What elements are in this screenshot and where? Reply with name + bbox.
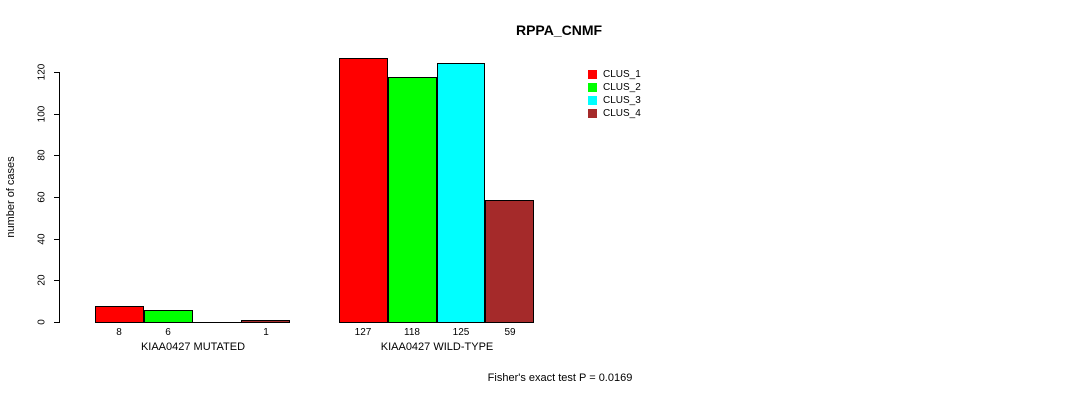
legend: CLUS_1 CLUS_2 CLUS_3 CLUS_4 xyxy=(588,66,641,119)
bar-CLUS_3-2 xyxy=(437,63,485,323)
chart-title: RPPA_CNMF xyxy=(515,22,603,38)
y-tick-label: 40 xyxy=(36,233,48,245)
bar-value-label: 118 xyxy=(404,327,420,338)
legend-label-CLUS_2: CLUS_2 xyxy=(603,81,641,93)
y-tick-mark xyxy=(54,197,59,198)
legend-item-CLUS_3: CLUS_3 xyxy=(588,92,641,106)
bar-CLUS_4-1 xyxy=(241,320,290,323)
y-tick-label: 0 xyxy=(36,319,48,325)
bar-CLUS_1-1 xyxy=(95,306,144,323)
bar-CLUS_4-2 xyxy=(485,200,534,323)
bar-value-label: 125 xyxy=(452,327,470,338)
group-label: KIAA0427 WILD-TYPE xyxy=(380,341,494,353)
annotation-text: Fisher's exact test P = 0.0169 xyxy=(487,372,633,384)
y-tick-mark xyxy=(54,72,59,73)
bar-CLUS_1-2 xyxy=(339,58,388,323)
bar-CLUS_3-1 xyxy=(193,322,241,323)
legend-label-CLUS_1: CLUS_1 xyxy=(603,68,641,80)
bar-value-label: 8 xyxy=(116,327,122,338)
y-tick-mark xyxy=(54,280,59,281)
bar-CLUS_2-2 xyxy=(388,77,437,323)
legend-label-CLUS_3: CLUS_3 xyxy=(603,94,641,106)
legend-swatch-CLUS_2 xyxy=(588,83,597,93)
y-tick-mark xyxy=(54,114,59,115)
bar-value-label: 1 xyxy=(263,327,269,338)
legend-swatch-CLUS_4 xyxy=(588,109,597,119)
y-tick-label: 60 xyxy=(36,191,48,203)
y-tick-label: 20 xyxy=(36,274,48,286)
legend-swatch-CLUS_1 xyxy=(588,70,597,80)
legend-label-CLUS_4: CLUS_4 xyxy=(603,107,641,119)
bar-value-label: 127 xyxy=(354,327,372,338)
y-axis-line xyxy=(59,72,60,323)
y-tick-label: 80 xyxy=(36,149,48,161)
y-tick-label: 120 xyxy=(36,63,48,81)
bar-CLUS_2-1 xyxy=(144,310,193,323)
group-label: KIAA0427 MUTATED xyxy=(140,341,246,353)
y-tick-mark xyxy=(54,239,59,240)
bar-value-label: 59 xyxy=(504,327,516,338)
y-tick-label: 100 xyxy=(36,105,48,123)
legend-item-CLUS_4: CLUS_4 xyxy=(588,105,641,119)
bar-value-label: 6 xyxy=(165,327,171,338)
legend-swatch-CLUS_3 xyxy=(588,96,597,106)
y-tick-mark xyxy=(54,322,59,323)
legend-item-CLUS_2: CLUS_2 xyxy=(588,79,641,93)
y-tick-mark xyxy=(54,155,59,156)
legend-item-CLUS_1: CLUS_1 xyxy=(588,66,641,80)
